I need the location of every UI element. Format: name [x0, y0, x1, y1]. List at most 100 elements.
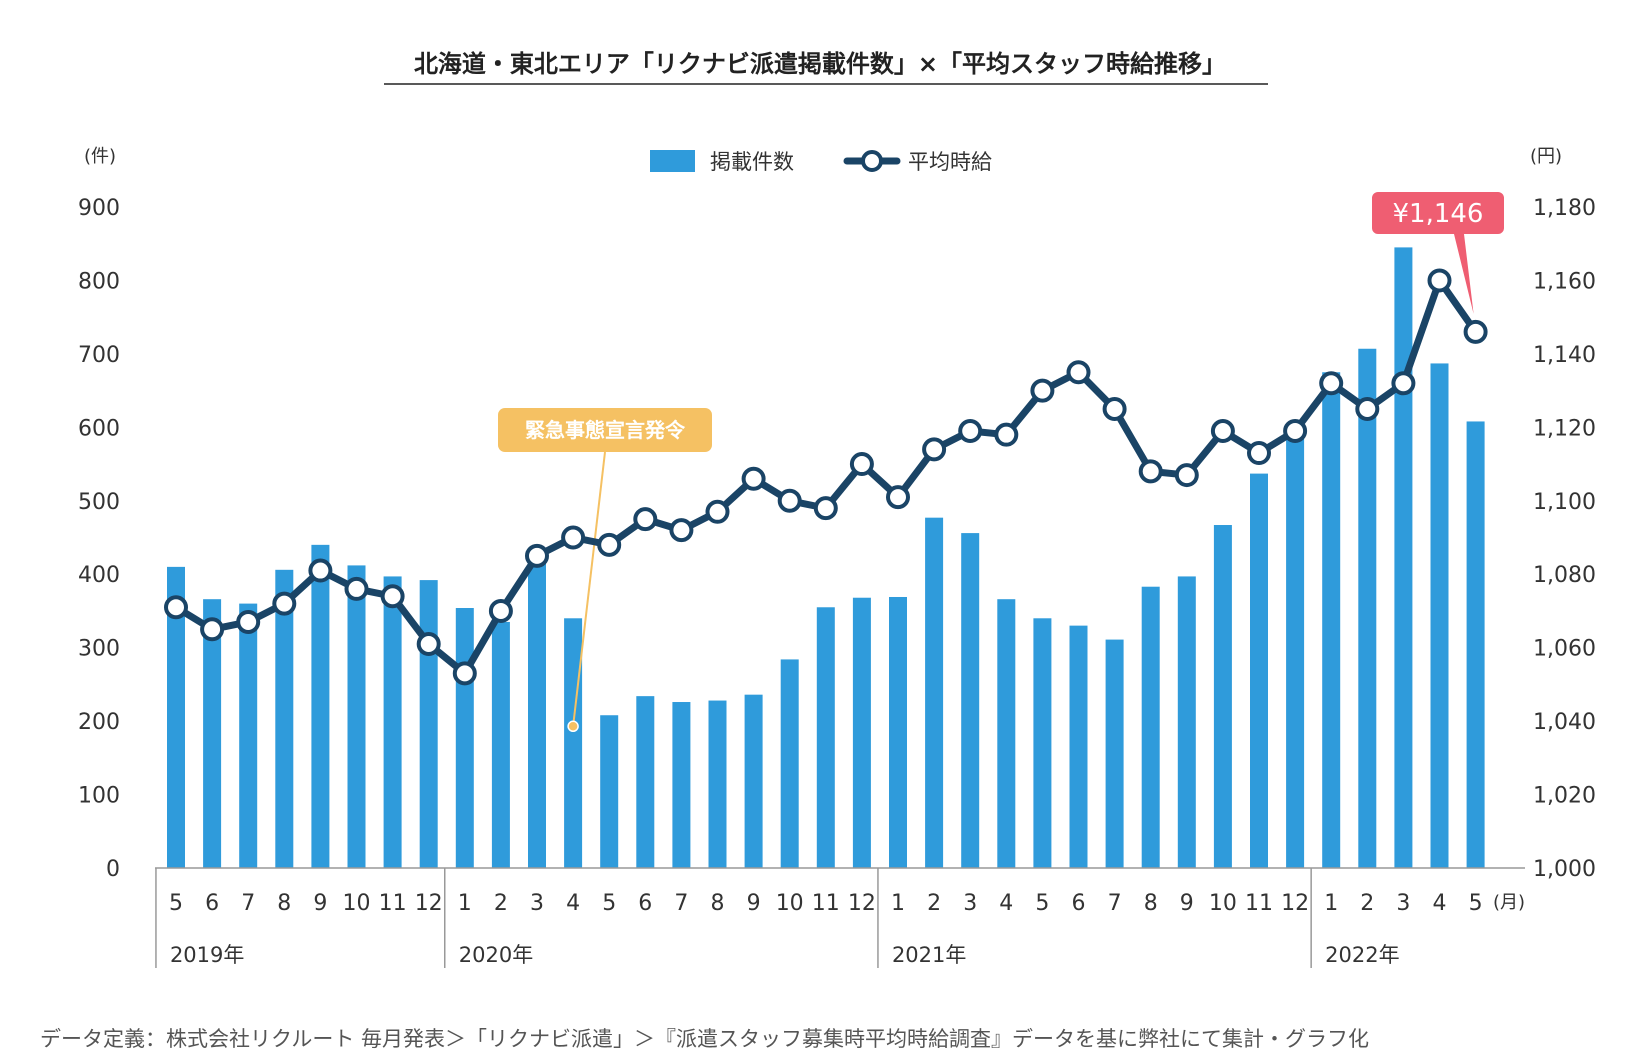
bar	[600, 715, 619, 868]
highlight-box	[1372, 192, 1504, 314]
line-point	[344, 576, 369, 601]
x-tick-label: 2	[927, 891, 941, 916]
x-tick-label: 7	[1108, 891, 1122, 916]
line-point	[994, 422, 1019, 447]
emergency-callout: 緊急事態宣言発令	[498, 408, 712, 733]
x-tick-label: 4	[1433, 891, 1447, 916]
line-point	[922, 437, 947, 462]
year-label: 2022年	[1325, 943, 1399, 967]
x-tick-label: 5	[1035, 891, 1049, 916]
bar	[1430, 363, 1449, 868]
x-tick-label: 6	[1072, 891, 1086, 916]
bar-series	[167, 247, 1485, 869]
x-tick-label: 12	[848, 891, 876, 916]
left-tick-label: 200	[78, 710, 120, 735]
line-point	[1102, 396, 1127, 421]
left-tick-label: 400	[78, 563, 120, 588]
x-tick-label: 3	[530, 891, 544, 916]
x-tick-label: 3	[1396, 891, 1410, 916]
line-point	[1319, 371, 1344, 396]
right-tick-label: 1,180	[1533, 196, 1596, 221]
line-point	[1391, 371, 1416, 396]
right-tick-label: 1,140	[1533, 343, 1596, 368]
x-tick-label: 5	[1469, 891, 1483, 916]
line-point	[1066, 360, 1091, 385]
line-point	[236, 609, 261, 634]
line-point	[525, 543, 549, 568]
bar	[311, 544, 330, 868]
year-label: 2020年	[459, 943, 533, 967]
x-tick-label: 9	[747, 891, 761, 916]
bar	[1213, 525, 1232, 868]
bar	[455, 608, 474, 868]
x-tick-label: 8	[711, 891, 725, 916]
x-tick-label: 6	[205, 891, 219, 916]
x-tick-label: 1	[458, 891, 472, 916]
left-axis-unit: (件)	[84, 146, 116, 167]
year-labels: 2019年 2020年 2021年 2022年	[155, 868, 1400, 968]
line-point	[380, 584, 405, 609]
right-axis-unit: (円)	[1530, 146, 1562, 167]
x-tick-label: 12	[1281, 891, 1309, 916]
right-tick-label: 1,080	[1533, 563, 1596, 588]
line-point	[597, 532, 622, 557]
x-tick-label: 10	[343, 891, 371, 916]
line-point	[958, 419, 983, 444]
x-tick-label: 1	[1324, 891, 1338, 916]
footnote: データ定義：株式会社リクルート 毎月発表＞「リクナビ派遣」＞『派遣スタッフ募集時…	[40, 1027, 1369, 1051]
callout-dot	[567, 720, 579, 733]
bar	[275, 569, 294, 868]
left-tick-label: 0	[106, 857, 120, 882]
x-tick-label: 8	[1144, 891, 1158, 916]
line-point	[561, 525, 586, 550]
bar	[239, 603, 258, 868]
right-tick-label: 1,100	[1533, 490, 1596, 515]
line-point	[886, 485, 910, 510]
x-tick-label: 10	[1209, 891, 1237, 916]
line-point	[1427, 268, 1452, 293]
line-point	[705, 499, 730, 524]
x-axis-labels: 5 6 7 8 9 10 11 12 1 2 3 4 5 6 7 8 9 10 11 12 1 2 3 4 5 6 7 8 9 10 11 1…	[169, 891, 1483, 916]
highlight-label: ¥1,146	[1393, 199, 1484, 229]
bar	[1177, 576, 1196, 868]
line-point	[1463, 319, 1488, 344]
bar	[1141, 586, 1160, 868]
x-tick-label: 4	[999, 891, 1013, 916]
line-point	[777, 488, 802, 513]
bar	[1033, 618, 1052, 868]
bar	[564, 618, 583, 868]
x-tick-label: 12	[415, 891, 443, 916]
left-axis-ticks: 0 100 200 300 400 500 600 700 800 900	[78, 196, 120, 882]
line-point	[741, 466, 766, 491]
right-axis-ticks: 1,000 1,020 1,040 1,060 1,080 1,100 1,120 1,140…	[1533, 196, 1596, 882]
bar	[708, 700, 727, 868]
callout-label: 緊急事態宣言発令	[525, 418, 686, 442]
x-tick-label: 1	[891, 891, 905, 916]
bar	[852, 597, 871, 868]
year-label: 2019年	[170, 943, 244, 967]
x-tick-label: 11	[379, 891, 407, 916]
x-tick-label: 2	[494, 891, 508, 916]
x-tick-label: 4	[566, 891, 580, 916]
legend-line-marker	[861, 150, 883, 172]
x-tick-label: 5	[602, 891, 616, 916]
line-point	[1355, 396, 1380, 421]
bar	[1069, 625, 1088, 868]
highlight-callout: ¥1,146	[1372, 192, 1504, 314]
bar	[383, 576, 402, 868]
bar	[816, 607, 835, 868]
x-tick-label: 2	[1360, 891, 1374, 916]
x-tick-label: 7	[674, 891, 688, 916]
chart-title: 北海道・東北エリア「リクナビ派遣掲載件数」×「平均スタッフ時給推移」	[414, 50, 1226, 78]
left-tick-label: 900	[78, 196, 120, 221]
bar	[672, 702, 691, 868]
bar	[419, 580, 438, 868]
line-point	[200, 617, 225, 642]
line-points	[164, 268, 1488, 686]
line-point	[1210, 419, 1235, 444]
line-point	[849, 452, 874, 477]
bar	[997, 599, 1016, 868]
month-unit: (月)	[1493, 892, 1525, 913]
line-point	[1283, 419, 1308, 444]
x-tick-label: 7	[241, 891, 255, 916]
